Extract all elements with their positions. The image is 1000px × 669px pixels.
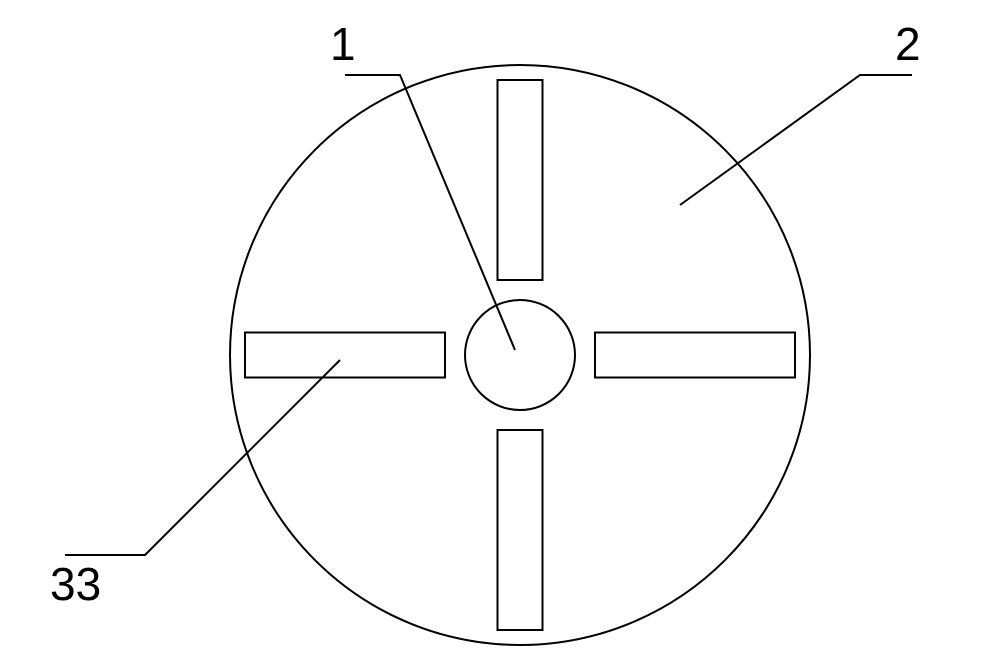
leader-line-33 [65,360,340,555]
callout-label-33: 33 [50,558,101,610]
slot-top [498,80,543,280]
slot-bottom [498,430,543,630]
inner-circle [465,300,575,410]
outer-circle [230,65,810,645]
diagram-svg: 1 2 33 [0,0,1000,669]
callout-label-1: 1 [330,18,356,70]
slot-right [595,333,795,378]
callout-label-2: 2 [895,18,921,70]
slot-left [245,333,445,378]
